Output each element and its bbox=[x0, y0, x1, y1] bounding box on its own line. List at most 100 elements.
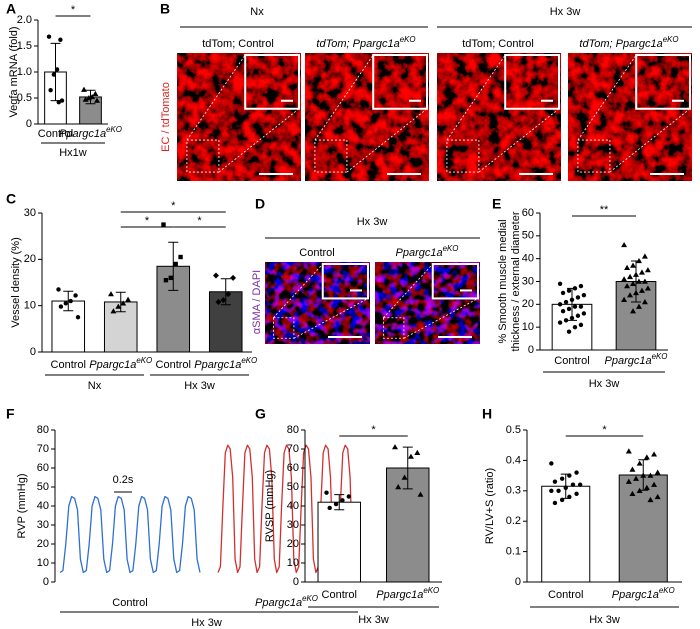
micrograph-texture bbox=[305, 53, 429, 181]
y-tick-label: 0 bbox=[528, 344, 534, 356]
error-bar bbox=[115, 291, 126, 313]
time-scale-label: 0.2s bbox=[113, 474, 134, 486]
y-tick-label: 60 bbox=[37, 462, 49, 474]
data-point bbox=[624, 264, 631, 270]
y-tick-label: 0 bbox=[293, 576, 299, 588]
data-point bbox=[163, 277, 169, 283]
x-tick-label: Control bbox=[554, 355, 589, 367]
y-axis-label: RVSP (mmHg) bbox=[264, 470, 276, 542]
data-point bbox=[215, 298, 222, 305]
zoom-guide bbox=[478, 108, 560, 173]
data-point bbox=[178, 254, 183, 260]
data-point bbox=[572, 324, 578, 330]
data-point bbox=[73, 293, 78, 298]
y-tick-label: 20 bbox=[522, 298, 534, 310]
data-point bbox=[212, 272, 219, 279]
zoom-guide bbox=[186, 54, 246, 141]
data-point bbox=[56, 287, 61, 292]
inset-frame bbox=[504, 54, 561, 110]
y-tick-label: 10 bbox=[24, 300, 36, 312]
error-bar bbox=[638, 459, 649, 491]
micrograph-texture bbox=[375, 262, 480, 344]
data-point bbox=[638, 269, 645, 275]
significance-label: * bbox=[371, 424, 376, 436]
zoom-box bbox=[314, 139, 348, 173]
data-point bbox=[654, 469, 661, 475]
column-header: Nx bbox=[250, 6, 264, 18]
data-point bbox=[647, 496, 654, 503]
data-point bbox=[557, 320, 563, 325]
data-point bbox=[651, 481, 658, 487]
y-tick-label: 60 bbox=[522, 207, 534, 219]
stain-label: αSMA / DAPI bbox=[251, 270, 263, 334]
error-bar bbox=[50, 42, 61, 102]
data-point bbox=[125, 296, 132, 302]
panel-letter: E bbox=[492, 196, 501, 212]
x-tick-label: Ppargc1aeKO bbox=[194, 356, 257, 371]
significance-label: * bbox=[71, 4, 76, 16]
zoom-guide bbox=[609, 108, 691, 173]
panel-letter: H bbox=[482, 406, 492, 422]
error-bar bbox=[168, 241, 179, 291]
data-point bbox=[570, 482, 576, 487]
y-tick-label: 40 bbox=[37, 500, 49, 512]
y-tick-label: 50 bbox=[287, 481, 299, 493]
error-bar bbox=[567, 287, 577, 321]
data-point bbox=[630, 308, 637, 314]
significance-label: * bbox=[197, 215, 202, 227]
y-tick-label: 0 bbox=[30, 346, 36, 358]
data-point bbox=[556, 488, 561, 493]
data-point bbox=[651, 451, 658, 457]
data-point bbox=[630, 280, 637, 286]
error-bar bbox=[334, 494, 345, 511]
inset-frame bbox=[635, 54, 692, 110]
zoom-box bbox=[577, 139, 611, 173]
data-point bbox=[627, 273, 634, 280]
zoom-guide bbox=[218, 108, 300, 173]
data-point bbox=[549, 461, 554, 466]
data-point bbox=[82, 96, 89, 102]
y-tick-label: 80 bbox=[287, 424, 299, 436]
data-point bbox=[54, 67, 60, 72]
data-point bbox=[161, 222, 166, 227]
y-tick-label: 0.3 bbox=[506, 485, 521, 497]
y-tick-label: 0 bbox=[26, 118, 32, 130]
y-tick-label: 1.0 bbox=[17, 66, 32, 78]
data-point bbox=[414, 449, 421, 455]
data-point bbox=[333, 501, 339, 507]
y-tick-label: 0 bbox=[515, 576, 521, 588]
y-tick-label: 40 bbox=[522, 253, 534, 265]
data-point bbox=[627, 292, 634, 298]
y-tick-label: 10 bbox=[522, 321, 534, 333]
y-tick-label: 10 bbox=[287, 557, 299, 569]
data-point bbox=[574, 470, 579, 475]
data-point bbox=[63, 301, 69, 306]
y-tick-label: 80 bbox=[37, 424, 49, 436]
data-point bbox=[58, 304, 64, 309]
data-point bbox=[225, 291, 232, 298]
data-point bbox=[552, 479, 558, 484]
y-tick-label: 70 bbox=[287, 443, 299, 455]
group-label: Hx 3w bbox=[589, 378, 620, 390]
panel-letter: B bbox=[160, 1, 170, 17]
significance-label: * bbox=[171, 200, 176, 212]
bar bbox=[541, 485, 591, 583]
group-label: Hx 3w bbox=[358, 614, 389, 626]
column-header: Hx 3w bbox=[357, 216, 388, 228]
x-tick-label: Ppargc1aeKO bbox=[376, 586, 439, 601]
data-point bbox=[581, 311, 587, 316]
data-point bbox=[68, 298, 73, 304]
panel-letter: F bbox=[6, 406, 15, 422]
data-point bbox=[629, 466, 636, 472]
data-point bbox=[581, 293, 587, 298]
inset-frame bbox=[244, 54, 300, 110]
y-tick-label: 50 bbox=[37, 481, 49, 493]
error-bar bbox=[402, 446, 413, 490]
data-point bbox=[644, 267, 651, 273]
trace-label: Control bbox=[112, 597, 147, 609]
trace-label: Ppargc1aeKO bbox=[255, 594, 318, 609]
micrograph-texture bbox=[177, 53, 301, 181]
inset-frame bbox=[372, 54, 429, 110]
data-point bbox=[636, 460, 643, 466]
